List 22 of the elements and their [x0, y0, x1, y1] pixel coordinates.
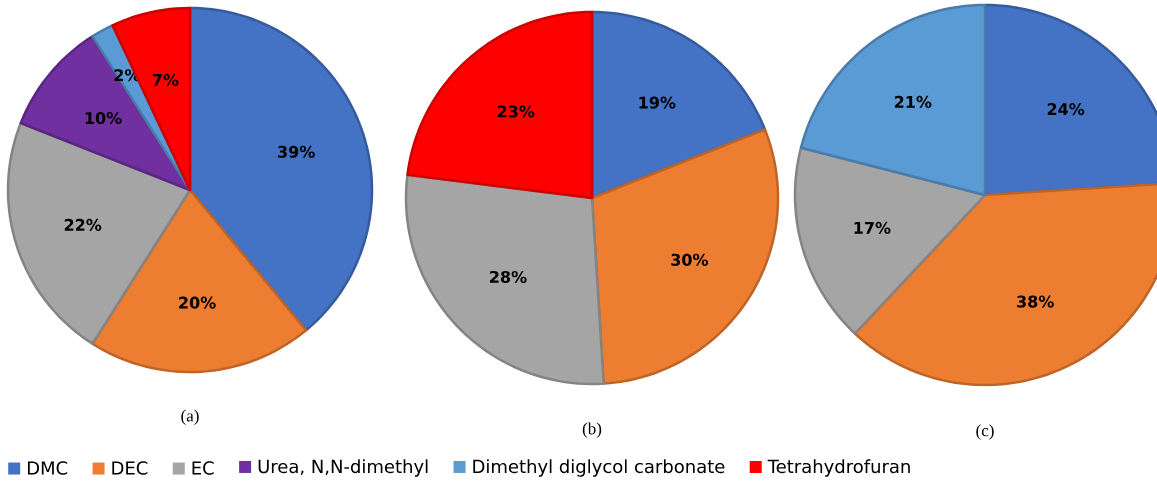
data-label: 22% [64, 218, 102, 231]
data-label: 7% [152, 73, 179, 86]
data-label: 39% [278, 145, 315, 158]
text: (b) [582, 422, 602, 438]
data-label: 21% [894, 95, 932, 108]
text: (c) [976, 424, 994, 440]
data-label: 19% [639, 96, 676, 109]
legend-label: EC [192, 461, 214, 475]
data-label: 23% [497, 105, 535, 118]
data-label: 28% [490, 270, 527, 283]
legend-label: DMC [27, 461, 68, 475]
data-label: 38% [1017, 295, 1054, 308]
legend-label: Urea, N,N-dimethyl [258, 459, 428, 477]
text: (a) [181, 409, 199, 425]
data-label: 24% [1047, 103, 1085, 116]
data-label: 30% [671, 253, 709, 266]
legend-label: Dimethyl diglycol carbonate [473, 459, 725, 477]
data-label: 20% [179, 296, 216, 309]
data-label: 17% [854, 221, 891, 234]
legend-label: DEC [112, 461, 148, 475]
data-label: 10% [85, 112, 122, 125]
legend-label: Tetrahydrofuran [767, 459, 910, 477]
